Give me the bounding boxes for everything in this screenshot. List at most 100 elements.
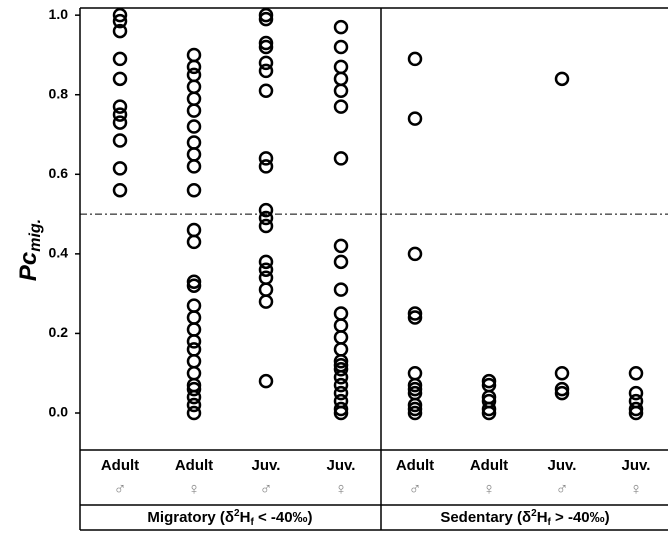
data-point [258, 11, 274, 27]
data-point [407, 365, 423, 381]
data-point [333, 318, 349, 333]
x-tick-label: Juv. [622, 457, 651, 474]
data-point [333, 19, 349, 35]
data-point [186, 405, 202, 421]
data-point [333, 342, 349, 357]
data-point [258, 151, 274, 166]
data-point [186, 182, 202, 198]
data-point [258, 63, 274, 79]
x-tick-label: Adult [101, 457, 139, 474]
x-tick-label: Juv. [252, 457, 281, 474]
data-point [186, 103, 202, 118]
x-tick-label: Adult [470, 457, 508, 474]
sex-symbol: ♀ [188, 479, 201, 498]
data-point [112, 99, 128, 114]
data-point [112, 51, 128, 67]
data-point [186, 397, 202, 413]
data-point [186, 119, 202, 134]
y-tick-label: 0.0 [49, 404, 69, 420]
data-point [333, 369, 349, 385]
y-tick-label: 0.4 [49, 245, 69, 261]
data-point [112, 161, 128, 176]
data-point [333, 330, 349, 345]
y-label-sub: mig. [27, 219, 44, 252]
data-point [112, 13, 128, 29]
data-point [186, 79, 202, 95]
data-point [186, 322, 202, 337]
data-point [186, 298, 202, 313]
data-point [407, 405, 423, 421]
sex-symbol: ♀ [335, 479, 348, 498]
group-label-part: < -40‰) [254, 509, 313, 526]
group-label-sup: 2 [531, 508, 537, 519]
data-point [628, 365, 644, 381]
group-label-sub: f [250, 517, 254, 528]
sex-symbol: ♂ [260, 479, 273, 498]
data-point [407, 51, 423, 67]
data-point [186, 278, 202, 293]
data-point [112, 182, 128, 198]
x-tick-label: Adult [396, 457, 434, 474]
data-point [186, 381, 202, 397]
data-point [333, 83, 349, 99]
data-point [333, 254, 349, 270]
data-point [112, 7, 128, 23]
data-point [333, 71, 349, 87]
data-point [554, 365, 570, 381]
data-point [258, 270, 274, 285]
data-point [186, 67, 202, 83]
group-label-part: Sedentary (δ [440, 509, 531, 526]
data-point [407, 111, 423, 126]
data-point [112, 71, 128, 87]
group-label-sub: f [548, 517, 552, 528]
data-point [333, 39, 349, 55]
data-point [333, 99, 349, 114]
data-point [333, 282, 349, 297]
frame [79, 7, 668, 531]
data-point [333, 59, 349, 75]
data-point [258, 282, 274, 297]
data-point [258, 83, 274, 99]
data-point [258, 262, 274, 278]
group-label-part: Migratory (δ [147, 509, 234, 526]
data-point [258, 254, 274, 270]
group-label-part: H [537, 509, 548, 526]
sex-symbol: ♂ [409, 479, 422, 498]
data-point [407, 310, 423, 325]
data-point [258, 159, 274, 174]
data-point [186, 354, 202, 369]
data-point [333, 405, 349, 421]
sex-symbol: ♀ [483, 479, 496, 498]
data-point [333, 151, 349, 166]
data-point [258, 55, 274, 71]
data-point [186, 222, 202, 238]
y-tick-label: 0.8 [49, 85, 69, 101]
data-point [186, 389, 202, 405]
data-point [258, 210, 274, 226]
data-point [407, 246, 423, 262]
data-point [258, 373, 274, 389]
group-label: Migratory (δ2Hf < -40‰) [147, 508, 312, 528]
data-point [554, 71, 570, 87]
data-point [258, 218, 274, 234]
data-point [258, 39, 274, 55]
y-tick-label: 1.0 [49, 6, 69, 22]
y-tick-label: 0.2 [49, 324, 69, 340]
data-point [186, 334, 202, 349]
data-point [186, 342, 202, 357]
y-label-main: Pc [15, 252, 42, 281]
x-tick-label: Adult [175, 457, 213, 474]
sex-symbol: ♂ [556, 479, 569, 498]
x-tick-label: Juv. [548, 457, 577, 474]
data-point [333, 238, 349, 254]
data-point [628, 385, 644, 401]
data-point [258, 202, 274, 218]
x-tick-label: Juv. [327, 457, 356, 474]
data-point [186, 135, 202, 150]
data-point [333, 361, 349, 377]
data-point [186, 365, 202, 381]
data-point [186, 310, 202, 325]
data-point [112, 133, 128, 148]
data-point [554, 385, 570, 401]
